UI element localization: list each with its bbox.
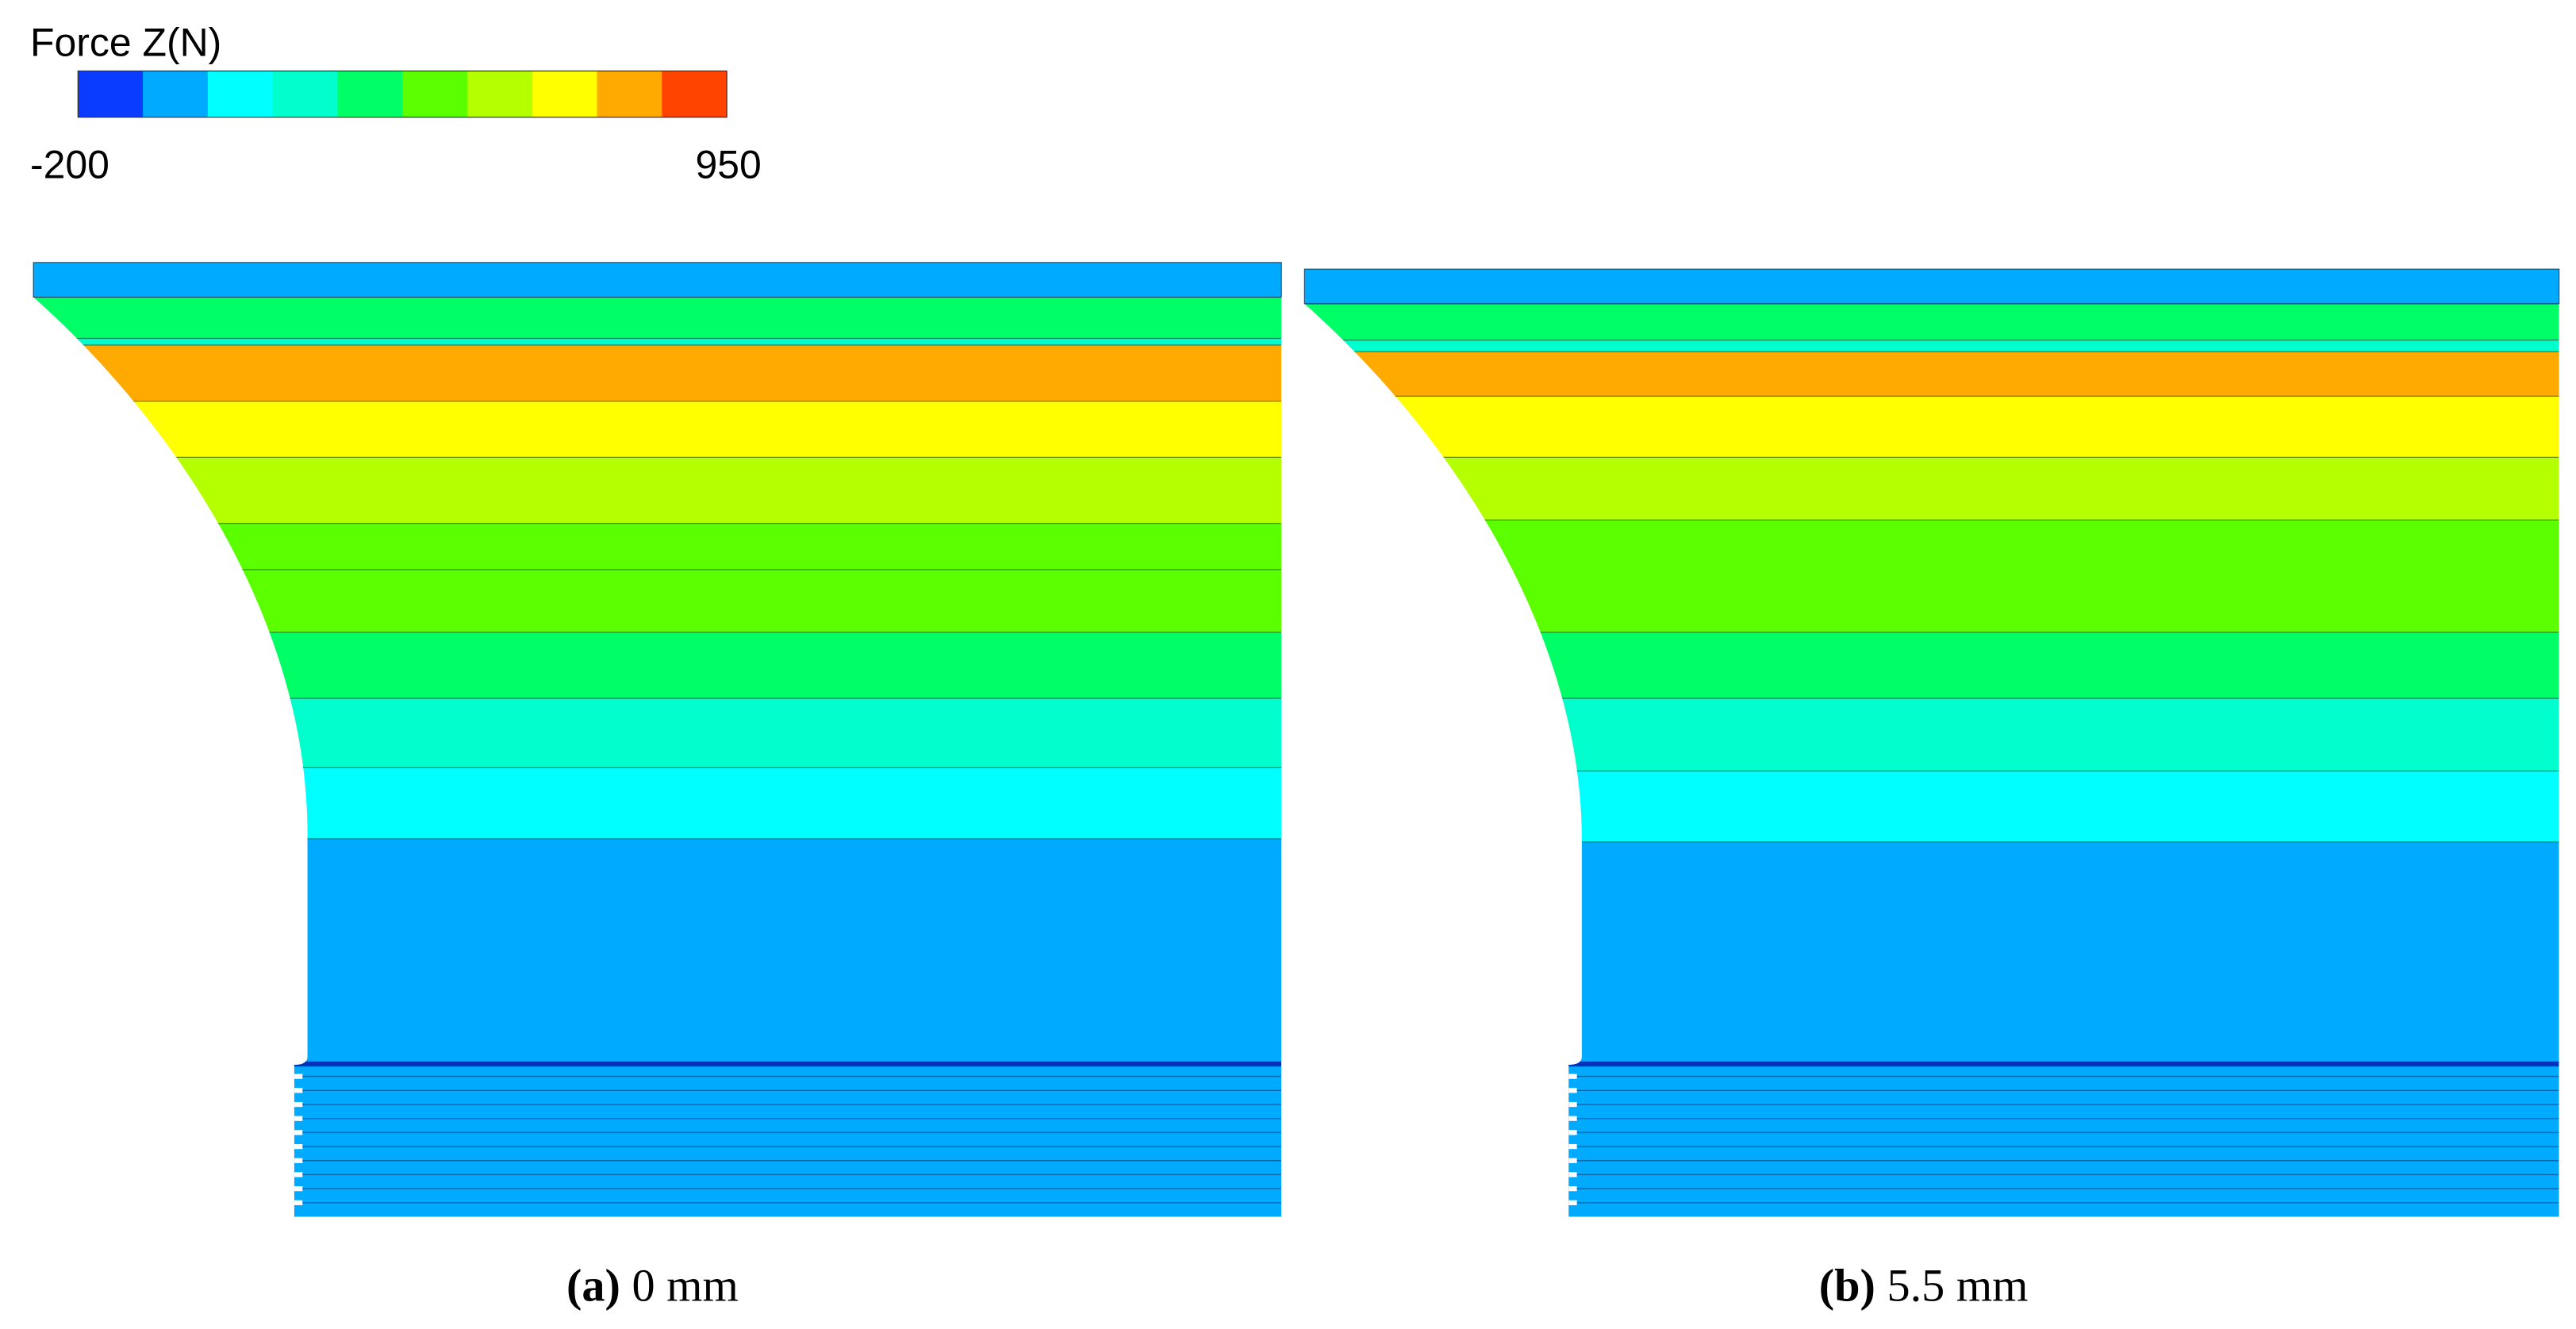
contour-band bbox=[33, 632, 1282, 699]
contour-panel bbox=[33, 297, 1282, 1217]
thread-notch bbox=[1568, 1186, 1577, 1192]
thread-notch bbox=[294, 1186, 303, 1192]
contour-band bbox=[1304, 520, 2559, 632]
contour-panel bbox=[1304, 303, 2559, 1217]
thread-notch bbox=[1568, 1172, 1577, 1177]
legend-min: -200 bbox=[30, 143, 109, 187]
colorbar-swatch bbox=[78, 71, 144, 117]
thread-notch bbox=[294, 1158, 303, 1163]
contour-band bbox=[33, 401, 1282, 458]
contour-edge bbox=[33, 1061, 1282, 1067]
caption-a: (a) 0 mm bbox=[566, 1260, 739, 1312]
caption-b: (b) 5.5 mm bbox=[1819, 1260, 2029, 1312]
contour-band bbox=[33, 338, 1282, 345]
contour-band bbox=[1304, 340, 2559, 352]
thread-notch bbox=[1568, 1200, 1577, 1205]
contour-band bbox=[33, 297, 1282, 339]
colorbar-swatch bbox=[662, 71, 727, 117]
contour-band bbox=[1304, 351, 2559, 397]
contour-band bbox=[1304, 457, 2559, 520]
thread-notch bbox=[294, 1172, 303, 1177]
contour-band bbox=[1304, 698, 2559, 771]
panel-caption: 5.5 mm bbox=[1887, 1260, 2028, 1312]
thread-notch bbox=[294, 1130, 303, 1135]
contour-edge bbox=[1304, 1061, 2559, 1067]
thread-notch bbox=[1568, 1116, 1577, 1121]
thread-notch bbox=[294, 1116, 303, 1121]
contour-band bbox=[33, 767, 1282, 839]
colorbar-swatch bbox=[207, 71, 274, 117]
legend-max: 950 bbox=[695, 143, 761, 187]
thread-notch bbox=[294, 1143, 303, 1150]
thread-notch bbox=[1568, 1074, 1577, 1079]
thread-notch bbox=[1568, 1130, 1577, 1135]
panels bbox=[33, 262, 2560, 1217]
contour-band bbox=[1304, 770, 2559, 843]
contour-band bbox=[33, 839, 1282, 1217]
contour-band bbox=[1304, 396, 2559, 458]
colorbar-swatch bbox=[337, 71, 403, 117]
colorbar-frame bbox=[77, 70, 727, 118]
contour-band bbox=[33, 523, 1282, 570]
thread-notch bbox=[1568, 1088, 1577, 1093]
top-plate bbox=[1303, 268, 2560, 305]
colorbar-swatch bbox=[402, 71, 468, 117]
thread-notch bbox=[294, 1088, 303, 1093]
colorbar-swatch bbox=[466, 71, 533, 117]
contour-band bbox=[1304, 303, 2559, 340]
top-plate bbox=[33, 262, 1282, 298]
thread-notch bbox=[1568, 1143, 1577, 1150]
contour-band bbox=[33, 344, 1282, 401]
thread-notch bbox=[1568, 1101, 1577, 1108]
colorbar-swatch bbox=[143, 71, 209, 117]
thread-notch bbox=[294, 1101, 303, 1108]
thread-notch bbox=[1568, 1158, 1577, 1163]
legend-title: Force Z(N) bbox=[30, 21, 221, 65]
contour-band bbox=[1304, 632, 2559, 699]
contour-band bbox=[33, 457, 1282, 524]
thread-notch bbox=[294, 1074, 303, 1079]
colorbar-swatch bbox=[532, 71, 598, 117]
panel-label: (b) bbox=[1819, 1260, 1875, 1312]
thread-notch bbox=[294, 1200, 303, 1205]
panel-caption: 0 mm bbox=[632, 1260, 738, 1312]
colorbar bbox=[77, 70, 727, 118]
colorbar-swatch bbox=[272, 71, 339, 117]
contour-band bbox=[33, 698, 1282, 768]
contour-band bbox=[33, 569, 1282, 632]
colorbar-swatch bbox=[597, 71, 662, 117]
panel-label: (a) bbox=[566, 1260, 620, 1312]
